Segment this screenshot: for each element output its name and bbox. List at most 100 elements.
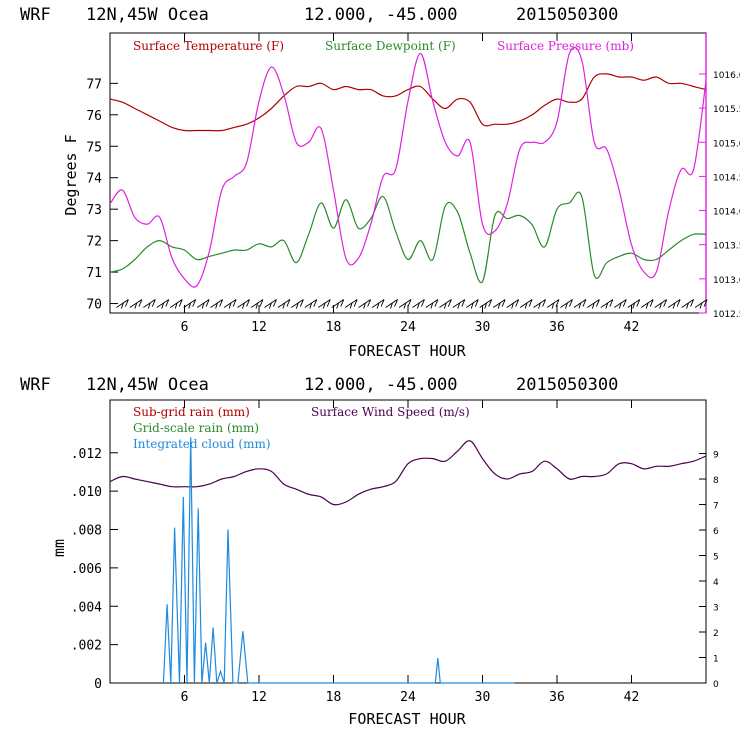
wind-barb	[627, 299, 641, 309]
panel2-x-ticks: 6 12 18 24 30 36 42	[181, 400, 640, 705]
surface-dewpoint-line-point	[705, 234, 706, 235]
integrated-cloud-line-point	[197, 508, 198, 509]
surface-temperature-line-point	[308, 86, 309, 87]
surface-temperature-line-point	[618, 76, 619, 77]
surface-temperature-line-point	[271, 108, 272, 109]
wind-barb	[681, 299, 694, 309]
wind-barb	[250, 299, 264, 309]
surface-dewpoint-line-point	[296, 262, 297, 263]
surface-wind-speed-line-point	[134, 478, 135, 479]
wind-barb	[492, 299, 506, 309]
surface-temperature-line-point	[296, 86, 297, 87]
surface-wind-speed-line-point	[258, 468, 259, 469]
surface-wind-speed-line-point	[420, 458, 421, 459]
surface-temperature-line-point	[221, 130, 222, 131]
panel1-x-tick-label: 30	[475, 320, 491, 335]
legend-surface-wind-speed: Surface Wind Speed (m/s)	[311, 405, 470, 419]
panel2-x-tick-label: 42	[624, 690, 640, 705]
surface-dewpoint-line-point	[258, 243, 259, 244]
integrated-cloud-line-point	[227, 529, 228, 530]
surface-dewpoint-line-point	[196, 259, 197, 260]
panel1-y2-tick-label: 1013.5	[713, 242, 740, 252]
surface-temperature-line-point	[159, 120, 160, 121]
panel1-y-tick-label: 74	[86, 172, 102, 187]
surface-wind-speed-line-point	[643, 468, 644, 469]
surface-dewpoint-line-point	[358, 227, 359, 228]
surface-wind-speed-line	[109, 440, 707, 506]
surface-pressure-line-point	[283, 94, 284, 95]
surface-dewpoint-line-point	[233, 249, 234, 250]
surface-pressure-line-point	[556, 121, 557, 122]
surface-dewpoint-line-point	[420, 240, 421, 241]
surface-dewpoint-line-point	[147, 246, 148, 247]
surface-wind-speed-line-point	[209, 483, 210, 484]
surface-pressure-line-point	[320, 128, 321, 129]
surface-wind-speed-line-point	[482, 458, 483, 459]
surface-wind-speed-line-point	[680, 463, 681, 464]
panel2-y2-tick-label: 5	[713, 553, 719, 563]
panel2-y-tick-label: .010	[71, 485, 102, 500]
surface-pressure-line-point	[109, 203, 110, 204]
surface-temperature-line-point	[233, 127, 234, 128]
surface-temperature-line-point	[556, 98, 557, 99]
panel2-y2-tick-label: 3	[713, 604, 719, 614]
panel1-y-tick-label: 73	[86, 203, 102, 218]
panel1-y-tick-label: 76	[86, 109, 102, 124]
panel2-y-axis-label: mm	[50, 539, 68, 557]
surface-wind-speed-line-point	[581, 476, 582, 477]
surface-pressure-line-point	[382, 176, 383, 177]
surface-temperature-line-point	[656, 76, 657, 77]
panel2-x-tick-label: 12	[251, 690, 267, 705]
surface-wind-speed-line-point	[656, 466, 657, 467]
wind-barb	[425, 299, 439, 309]
wind-barb	[600, 299, 614, 309]
panel1-x-tick-label: 24	[400, 320, 416, 335]
surface-temperature-line-point	[631, 76, 632, 77]
surface-dewpoint-line-point	[370, 218, 371, 219]
surface-wind-speed-line-point	[445, 460, 446, 461]
surface-pressure-line-point	[159, 217, 160, 218]
integrated-cloud-line-point	[166, 604, 167, 605]
panel1-y-axis-label: Degrees F	[62, 134, 80, 215]
panel1-y2-ticks: 1012.5 1013.0 1013.5 1014.0 1014.5 1015.0 1015…	[699, 71, 740, 320]
surface-dewpoint-line-point	[668, 249, 669, 250]
surface-pressure-line-point	[296, 142, 297, 143]
integrated-cloud-line-point	[190, 437, 191, 438]
surface-wind-speed-line-point	[705, 455, 706, 456]
surface-dewpoint-line-point	[581, 196, 582, 197]
surface-wind-speed-line-point	[569, 478, 570, 479]
panel2-x-tick-label: 24	[400, 690, 416, 705]
surface-temperature-line-point	[358, 89, 359, 90]
wind-barb	[560, 299, 573, 309]
wind-barb	[385, 299, 398, 309]
panel1-plot-frame	[109, 32, 707, 314]
integrated-cloud-line	[162, 437, 515, 684]
integrated-cloud-line-point	[440, 682, 441, 683]
surface-pressure-line-point	[482, 224, 483, 225]
surface-pressure-line-point	[122, 189, 123, 190]
surface-wind-speed-line-point	[494, 473, 495, 474]
panel-temperature: WRF 12N,45W Ocea 12.000, -45.000 2015050…	[20, 5, 740, 360]
surface-temperature-line-point	[134, 108, 135, 109]
legend-subgrid-rain: Sub-grid rain (mm)	[133, 405, 250, 419]
wind-barb	[614, 299, 627, 309]
wind-barb	[116, 299, 129, 309]
surface-wind-speed-line-point	[382, 486, 383, 487]
legend-integrated-cloud: Integrated cloud (mm)	[133, 437, 271, 451]
wind-barb	[291, 299, 304, 309]
surface-wind-speed-line-point	[283, 483, 284, 484]
surface-wind-speed-line-point	[395, 481, 396, 482]
integrated-cloud-line-point	[216, 682, 217, 683]
integrated-cloud-line-point	[509, 682, 510, 683]
integrated-cloud-line-point	[186, 682, 187, 683]
surface-pressure-line-point	[606, 148, 607, 149]
surface-pressure-line-point	[196, 285, 197, 286]
surface-temperature-line-point	[643, 79, 644, 80]
wind-barb	[223, 299, 237, 309]
surface-wind-speed-line-point	[296, 489, 297, 490]
wind-barb	[439, 299, 452, 309]
surface-pressure-line-point	[308, 142, 309, 143]
surface-wind-speed-line-point	[196, 486, 197, 487]
wind-barb	[640, 299, 654, 309]
